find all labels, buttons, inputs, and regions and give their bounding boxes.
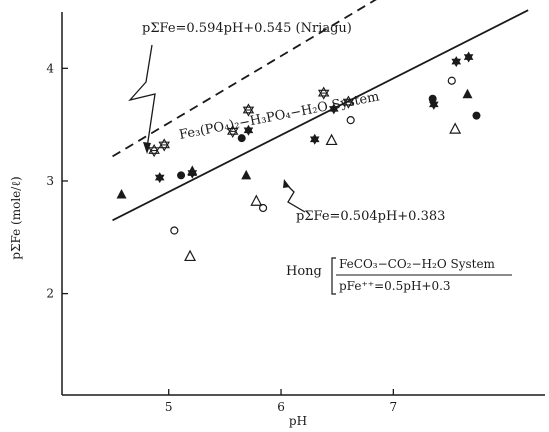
marker-triangle-open [250,194,263,206]
marker-shape [462,88,473,99]
marker-shape [226,124,239,135]
hong-bracket [331,257,336,295]
marker-shape [184,249,197,262]
marker-star-open [226,124,239,139]
marker-triangle-filled [241,169,252,180]
marker-shape [177,171,186,180]
marker-shape [241,169,252,180]
marker-shape [447,76,456,85]
marker-shape [237,134,246,143]
marker-star-open [317,86,330,100]
marker-triangle-filled [116,188,127,199]
marker-shape [226,128,239,139]
marker-shape [243,127,254,136]
marker-star-open [342,95,355,109]
y-axis-label: pΣFe (mole/ℓ) [9,176,23,259]
marker-triangle-filled [462,88,473,99]
marker-star-filled [428,98,439,110]
marker-triangle-open [325,133,338,146]
fit-arrowhead [283,179,290,188]
hong-label: Hong [286,264,322,279]
marker-circle-filled [428,94,437,103]
marker-shape [428,101,439,110]
marker-circle-filled [177,171,186,180]
marker-shape [325,133,338,146]
marker-star-open [148,143,160,158]
marker-shape [342,98,355,109]
marker-triangle-open [449,122,462,134]
marker-shape [346,116,355,125]
marker-star-open [158,138,170,152]
marker-shape [116,188,127,199]
marker-shape [148,147,160,158]
marker-star-filled [309,133,320,145]
x-tick-label: 6 [277,400,285,414]
marker-shape [158,138,170,149]
nriagu-equation-label: pΣFe=0.594pH+0.545 (Nriagu) [142,21,352,36]
marker-star-filled [154,172,165,184]
marker-shape [250,194,263,206]
marker-circle-open [346,116,355,125]
marker-shape [158,141,170,152]
marker-star-filled [451,56,462,68]
y-tick-label: 2 [46,287,54,301]
marker-shape [329,106,339,115]
hong-equation-label: pFe⁺⁺=0.5pH+0.3 [339,279,451,293]
marker-circle-open [170,226,179,235]
y-tick-label: 4 [46,61,54,75]
fit-lines [112,0,529,222]
marker-shape [258,203,268,213]
marker-shape [317,89,330,100]
marker-triangle-filled [187,165,198,175]
y-tick-label: 3 [46,174,54,188]
marker-shape [472,111,481,120]
marker-shape [242,103,255,114]
marker-star-filled [329,103,339,115]
marker-shape [317,86,330,97]
marker-shape [309,136,320,145]
marker-triangle-open [184,249,197,262]
marker-circle-open [258,203,268,213]
marker-shape [187,165,198,175]
marker-circle-open [447,76,456,85]
marker-shape [342,95,355,106]
marker-shape [148,143,160,154]
marker-shape [449,122,462,134]
marker-shape [242,106,255,117]
fit-leader-arrow [285,183,306,213]
x-tick-label: 5 [165,400,173,414]
marker-star-open [242,103,255,117]
marker-star-filled [243,124,254,136]
marker-shape [451,58,462,68]
fit-equation-label: pΣFe=0.504pH+0.383 [296,209,445,224]
marker-star-filled [463,51,474,63]
marker-shape [170,226,179,235]
nriagu-arrowhead [143,142,151,154]
nriagu-dashed-line [112,0,377,158]
hong-system-label: FeCO₃−CO₂−H₂O System [339,257,496,271]
marker-shape [154,174,165,184]
nriagu-leader-arrow [128,44,156,149]
marker-circle-filled [472,111,481,120]
marker-shape [428,94,437,103]
marker-circle-filled [237,134,246,143]
x-tick-label: 7 [390,400,398,414]
data-points [116,51,481,262]
fit-solid-line [112,9,529,222]
marker-shape [463,54,474,63]
x-axis-label: pH [289,414,307,428]
axis-ticks: 5 6 7 2 3 4 [46,61,397,414]
